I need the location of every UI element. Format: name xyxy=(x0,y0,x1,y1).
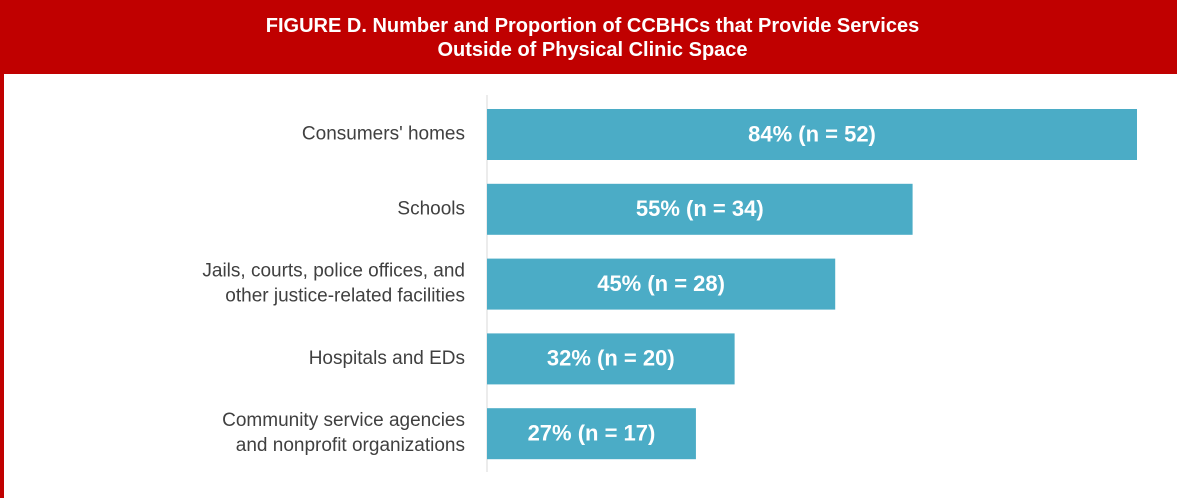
value-label: 55% (n = 34) xyxy=(636,196,764,221)
value-label: 45% (n = 28) xyxy=(597,271,725,296)
category-label: Hospitals and EDs xyxy=(309,348,465,369)
figure-title: FIGURE D. Number and Proportion of CCBHC… xyxy=(4,0,1177,74)
bar xyxy=(487,333,735,385)
bar xyxy=(487,258,836,310)
bar xyxy=(487,109,1137,160)
value-label: 32% (n = 20) xyxy=(547,346,675,371)
category-label: Schools xyxy=(397,198,465,219)
bar xyxy=(487,408,696,460)
category-label: Community service agencies and nonprofit … xyxy=(222,410,465,456)
value-label: 27% (n = 17) xyxy=(528,421,656,446)
bar xyxy=(487,183,913,235)
category-label: Jails, courts, police offices, and other … xyxy=(202,261,465,307)
category-label: Consumers' homes xyxy=(302,124,465,145)
value-label: 84% (n = 52) xyxy=(748,121,876,146)
